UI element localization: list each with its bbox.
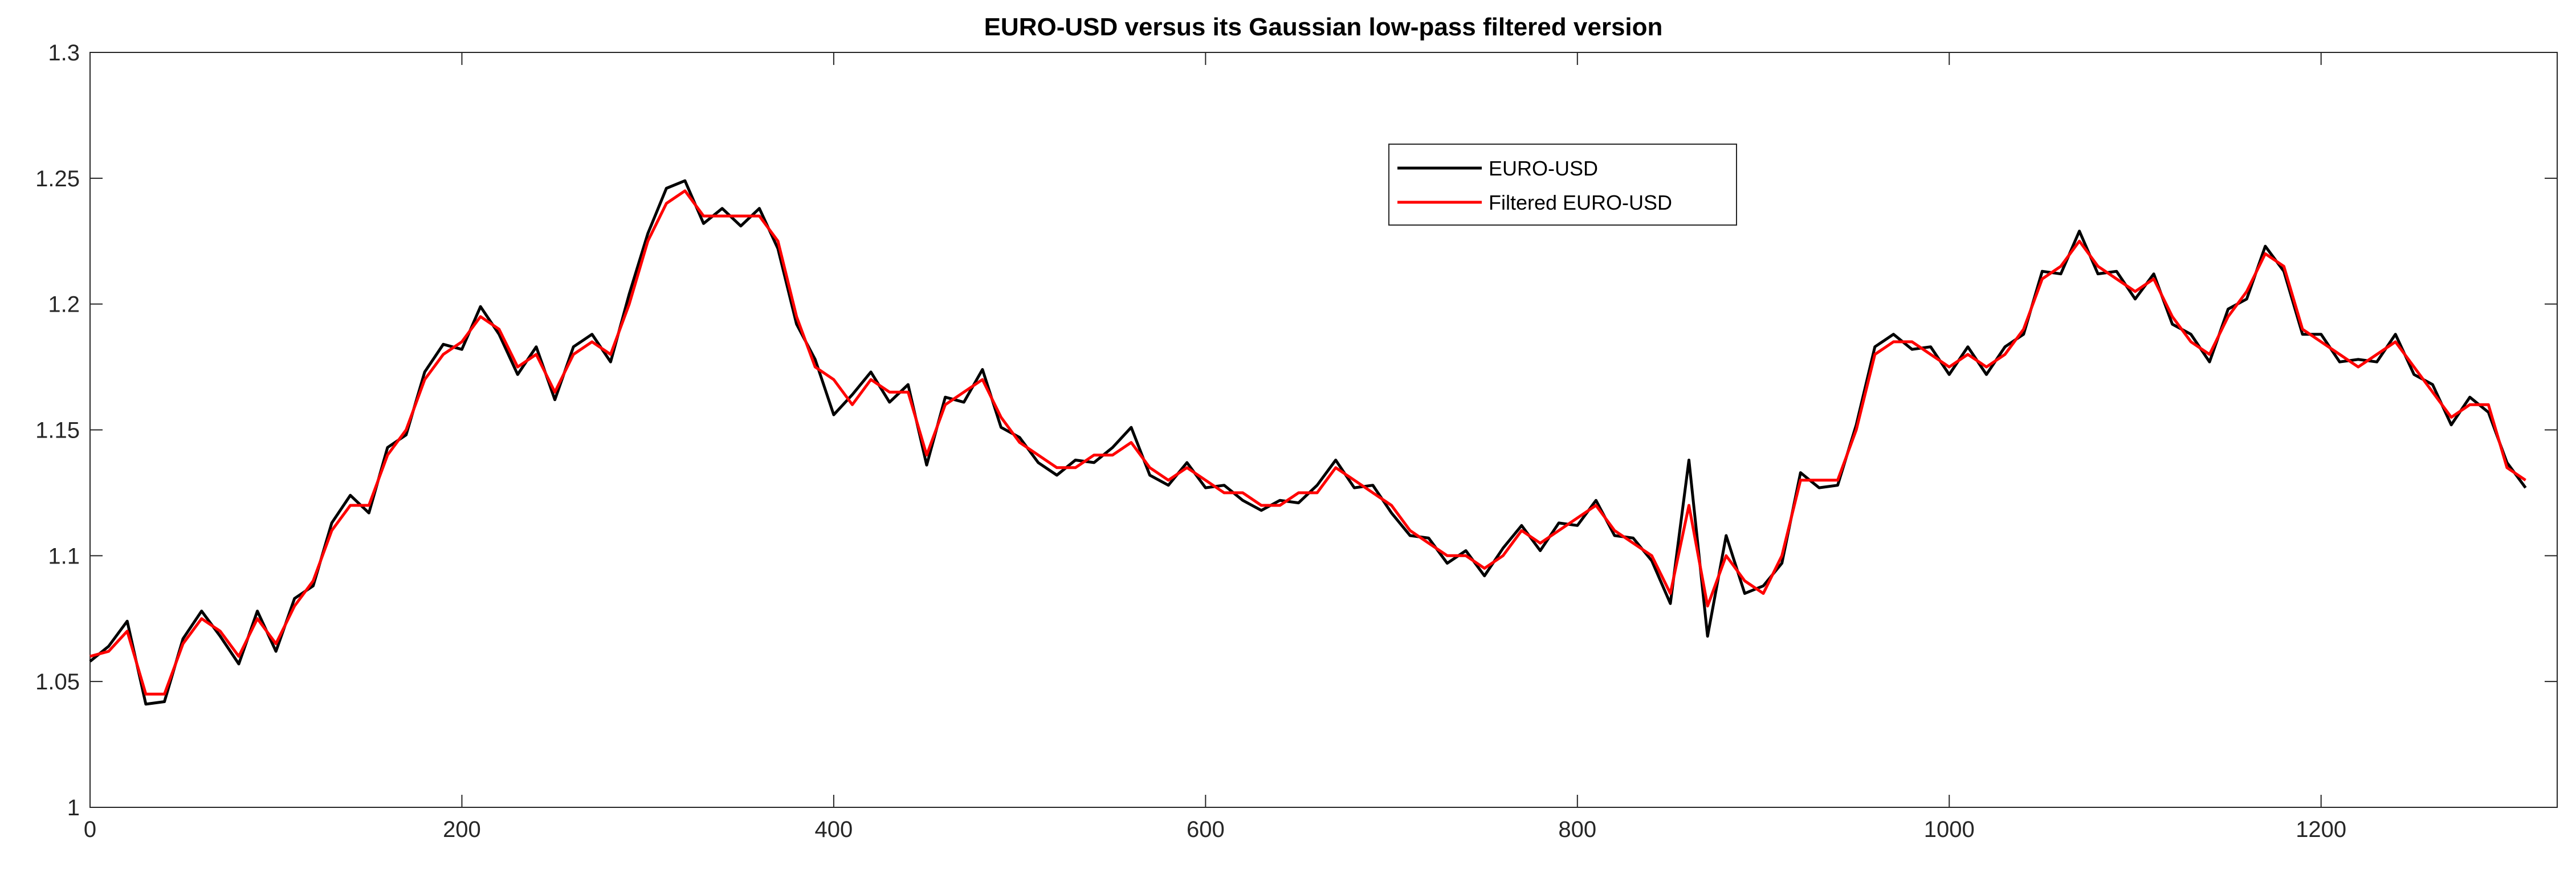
x-tick-label: 400 bbox=[815, 817, 853, 842]
y-tick-label: 1.15 bbox=[35, 418, 80, 443]
x-tick-label: 600 bbox=[1187, 817, 1225, 842]
y-tick-label: 1.05 bbox=[35, 669, 80, 695]
legend: EURO-USD Filtered EURO-USD bbox=[1388, 144, 1737, 226]
y-tick-label: 1.1 bbox=[48, 544, 80, 569]
y-tick-label: 1.2 bbox=[48, 292, 80, 317]
legend-box bbox=[1388, 144, 1737, 226]
x-tick-label: 800 bbox=[1558, 817, 1596, 842]
y-tick-label: 1 bbox=[67, 795, 80, 820]
legend-label: EURO-USD bbox=[1489, 157, 1598, 180]
y-tick-label: 1.3 bbox=[48, 40, 80, 66]
legend-label: Filtered EURO-USD bbox=[1489, 191, 1672, 214]
chart-title: EURO-USD versus its Gaussian low-pass fi… bbox=[984, 13, 1663, 41]
plot-frame bbox=[89, 52, 2558, 808]
x-tick-label: 1000 bbox=[1924, 817, 1975, 842]
series-line bbox=[89, 189, 2526, 696]
x-tick-label: 200 bbox=[443, 817, 481, 842]
x-tick-label: 0 bbox=[84, 817, 96, 842]
x-tick-label: 1200 bbox=[2296, 817, 2346, 842]
y-tick-label: 1.25 bbox=[35, 166, 80, 191]
